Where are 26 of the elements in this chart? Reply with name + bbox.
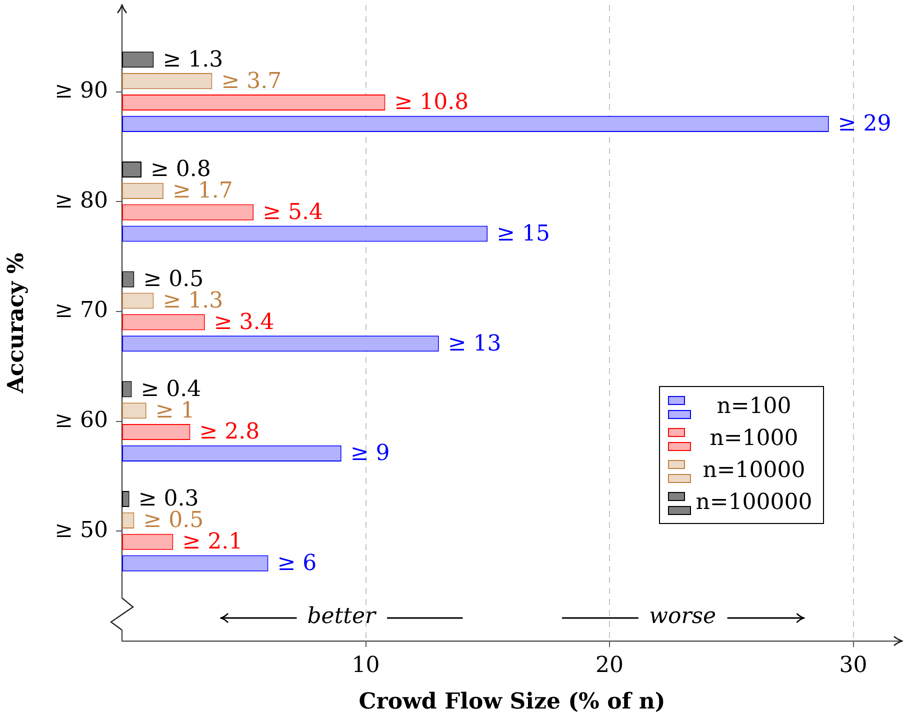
data-label: ≥ 9	[350, 441, 390, 466]
data-label: ≥ 5.4	[262, 200, 324, 226]
legend-label: n=1000	[708, 426, 800, 452]
data-label: ≥ 6	[277, 551, 317, 576]
legend-label: n=100000	[694, 490, 814, 516]
y-tick-label: ≥ 90	[54, 78, 108, 104]
legend-label: n=10000	[702, 458, 806, 484]
x-tick-label: 30	[839, 652, 868, 678]
y-tick-label: ≥ 80	[54, 188, 108, 214]
data-label: ≥ 29	[838, 112, 892, 137]
legend-label: n=100	[716, 394, 792, 420]
y-tick-label: ≥ 70	[54, 298, 108, 324]
data-label: ≥ 13	[448, 331, 502, 356]
x-tick-label: 10	[352, 652, 380, 678]
data-label: ≥ 10.8	[394, 90, 469, 116]
y-tick-label: ≥ 50	[54, 518, 108, 543]
data-label: ≥ 15	[496, 221, 550, 246]
data-label: ≥ 1.3	[162, 47, 224, 72]
annotation: worse	[649, 604, 716, 630]
annotation: better	[307, 604, 376, 630]
data-label: ≥ 3.7	[221, 68, 282, 94]
y-tick-label: ≥ 60	[54, 408, 108, 434]
x-axis-title: Crowd Flow Size (% of n)	[358, 688, 666, 715]
x-tick-label: 20	[596, 652, 624, 678]
y-axis-title: Accuracy %	[2, 252, 29, 394]
data-label: ≥ 2.8	[199, 420, 260, 445]
